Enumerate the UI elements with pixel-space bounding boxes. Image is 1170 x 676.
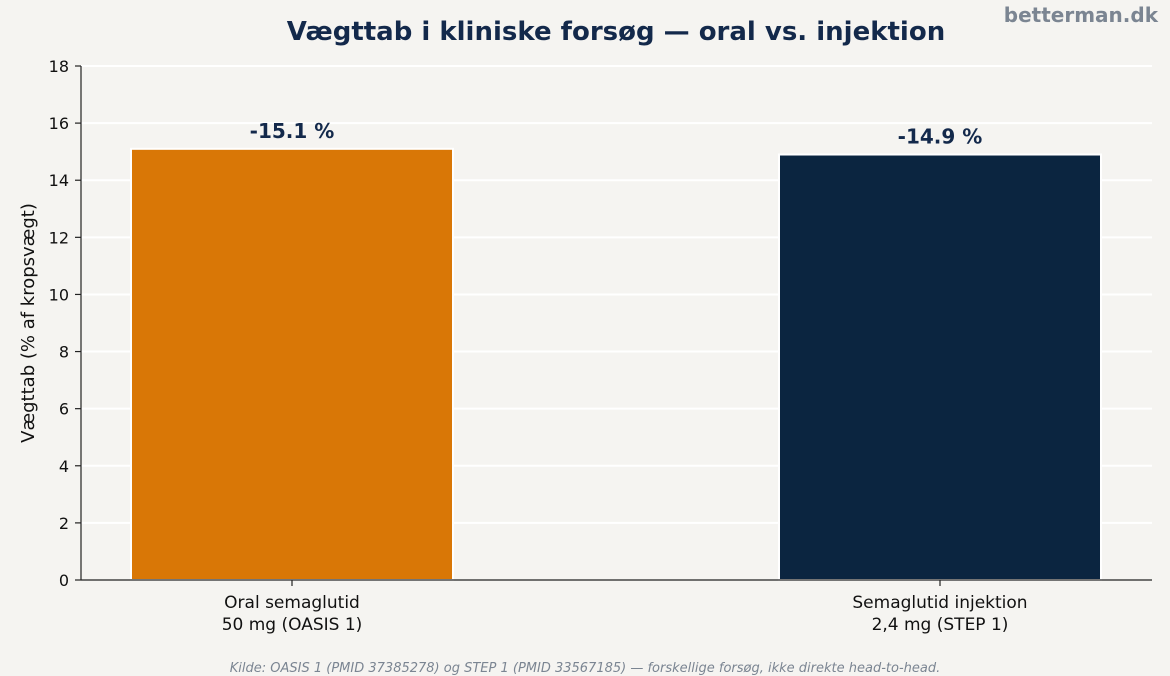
y-tick-label: 4	[59, 457, 69, 476]
bar-data-label: -15.1 %	[250, 119, 335, 143]
y-tick-label: 18	[49, 57, 69, 76]
y-tick-label: 10	[49, 285, 69, 304]
source-note: Kilde: OASIS 1 (PMID 37385278) og STEP 1…	[230, 661, 940, 676]
x-tick-label: Semaglutid injektion	[852, 593, 1027, 613]
y-axis-label: Vægttab (% af kropsvægt)	[18, 203, 39, 443]
bar-data-label: -14.9 %	[898, 125, 983, 149]
bar	[130, 147, 454, 582]
y-tick-label: 14	[49, 171, 69, 190]
y-tick-label: 8	[59, 343, 69, 362]
y-tick-label: 6	[59, 400, 69, 419]
y-tick-label: 2	[59, 514, 69, 533]
chart-title: Vægttab i kliniske forsøg — oral vs. inj…	[287, 17, 945, 47]
y-tick-label: 16	[49, 114, 69, 133]
y-tick-label: 12	[49, 228, 69, 247]
brand-watermark: betterman.dk	[1004, 3, 1159, 27]
bars: -15.1 % -14.9 %	[130, 119, 1102, 582]
x-tick-label: 50 mg (OASIS 1)	[222, 615, 363, 635]
y-tick-label: 0	[59, 571, 69, 590]
bar	[778, 153, 1102, 581]
x-tick-label: Oral semaglutid	[224, 593, 360, 613]
x-tick-label: 2,4 mg (STEP 1)	[872, 615, 1009, 635]
